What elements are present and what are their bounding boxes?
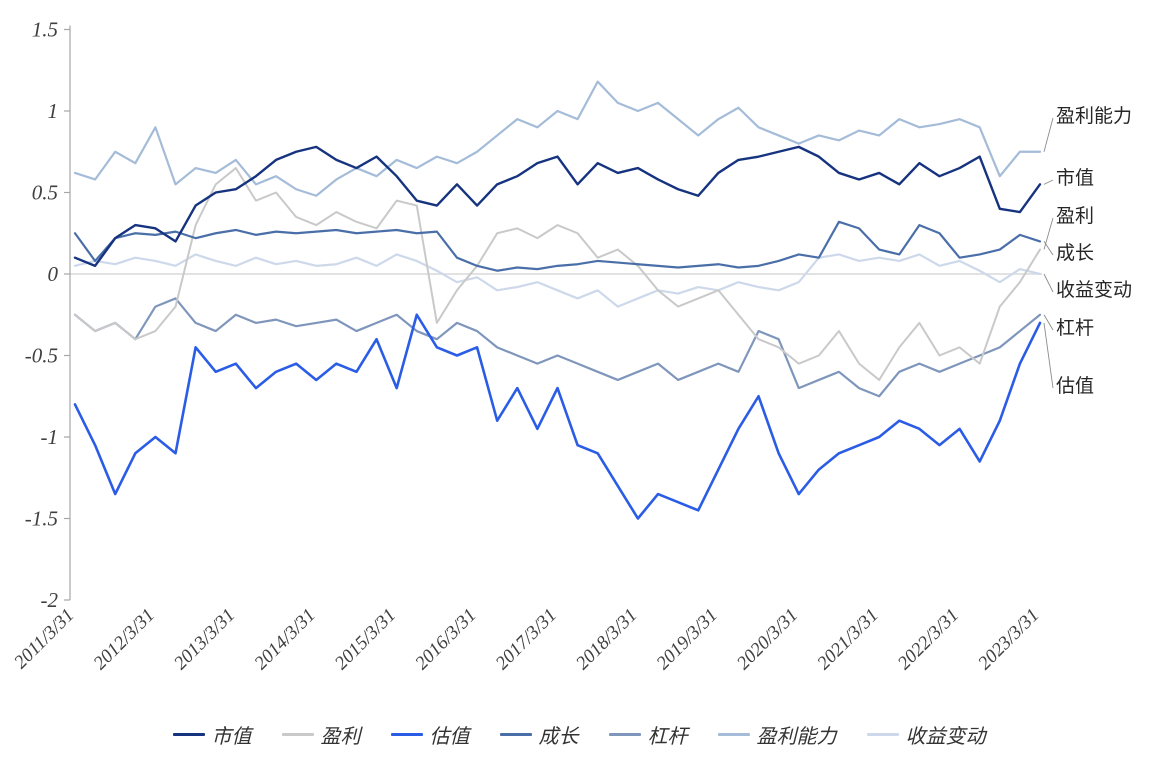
legend-label-leverage: 杠杆 — [647, 726, 688, 748]
legend-label-earnings: 盈利 — [320, 726, 361, 748]
annotation-growth: 成长 — [1056, 243, 1095, 264]
x-tick-label: 2022/3/31 — [894, 605, 963, 674]
legend: 市值 盈利 估值 成长 杠杆 盈利能力 收益变动 — [0, 720, 1158, 749]
series-line-profitability — [73, 80, 1042, 197]
legend-swatch-profitability — [717, 733, 750, 736]
series-line-earnings-change — [73, 253, 1042, 308]
y-tick-label: -0.5 — [25, 344, 58, 368]
series-line-market-cap — [73, 145, 1042, 268]
legend-label-market-cap: 市值 — [211, 726, 252, 748]
legend-item-growth: 成长 — [499, 720, 579, 749]
legend-swatch-growth — [499, 733, 532, 736]
y-tick-label: -1.5 — [25, 507, 58, 531]
legend-label-profitability: 盈利能力 — [756, 726, 837, 748]
annotation-leader-line — [1043, 117, 1054, 152]
legend-item-valuation: 估值 — [390, 720, 470, 749]
x-tick-label: 2015/3/31 — [331, 605, 400, 674]
x-tick-label: 2018/3/31 — [572, 605, 641, 674]
legend-swatch-market-cap — [172, 733, 205, 736]
legend-item-earnings: 盈利 — [281, 720, 361, 749]
legend-label-growth: 成长 — [538, 726, 579, 748]
legend-item-market-cap: 市值 — [172, 720, 252, 749]
series-line-growth — [73, 220, 1042, 272]
x-tick-label: 2013/3/31 — [170, 605, 239, 674]
legend-item-earnings-change: 收益变动 — [866, 720, 986, 749]
y-tick-label: 0 — [48, 262, 59, 286]
y-tick-label: 0.5 — [32, 181, 58, 205]
x-tick-label: 2011/3/31 — [10, 605, 78, 673]
legend-swatch-earnings-change — [866, 733, 899, 736]
annotation-earnings-change: 收益变动 — [1056, 280, 1133, 301]
legend-swatch-leverage — [608, 733, 641, 736]
legend-item-leverage: 杠杆 — [608, 720, 688, 749]
y-tick-label: -2 — [41, 588, 59, 612]
x-tick-label: 2020/3/31 — [733, 605, 802, 674]
annotation-leader-line — [1043, 273, 1054, 293]
y-tick-label: -1 — [41, 425, 59, 449]
annotation-leader-line — [1043, 322, 1054, 389]
x-tick-label: 2016/3/31 — [411, 605, 480, 674]
legend-swatch-earnings — [281, 733, 314, 736]
annotation-leader-line — [1043, 314, 1054, 331]
annotation-market-cap: 市值 — [1056, 168, 1095, 189]
x-tick-label: 2014/3/31 — [250, 605, 319, 674]
legend-swatch-valuation — [390, 733, 423, 736]
y-tick-label: 1 — [48, 99, 59, 123]
legend-label-valuation: 估值 — [429, 726, 470, 748]
legend-item-profitability: 盈利能力 — [717, 720, 837, 749]
annotation-leverage: 杠杆 — [1056, 318, 1095, 339]
x-tick-label: 2021/3/31 — [813, 605, 882, 674]
annotation-leader-line — [1043, 241, 1054, 256]
x-tick-label: 2019/3/31 — [653, 605, 722, 674]
annotation-profitability: 盈利能力 — [1056, 106, 1133, 127]
series-line-leverage — [73, 297, 1042, 398]
y-tick-label: 1.5 — [32, 18, 58, 42]
annotation-earnings: 盈利 — [1056, 206, 1095, 227]
series-line-valuation — [73, 313, 1042, 520]
legend-label-earnings-change: 收益变动 — [905, 726, 986, 748]
x-tick-label: 2023/3/31 — [974, 605, 1043, 674]
x-tick-label: 2012/3/31 — [90, 605, 159, 674]
x-tick-label: 2017/3/31 — [492, 605, 561, 674]
annotation-leader-line — [1043, 179, 1054, 185]
annotation-leader-line — [1043, 217, 1054, 250]
series-line-earnings — [74, 167, 1041, 381]
annotation-valuation: 估值 — [1056, 376, 1095, 397]
